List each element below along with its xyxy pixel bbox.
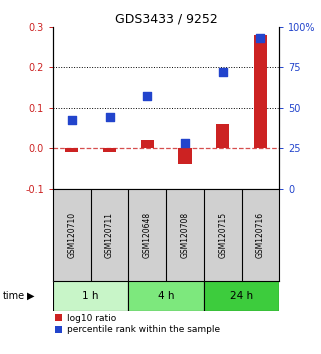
- Text: time: time: [3, 291, 25, 301]
- Bar: [141, 140, 154, 148]
- Text: GSM120711: GSM120711: [105, 212, 114, 258]
- Point: [145, 93, 150, 99]
- Text: GSM120710: GSM120710: [67, 212, 76, 258]
- Bar: [216, 124, 229, 148]
- Text: GSM120716: GSM120716: [256, 212, 265, 258]
- Bar: [65, 148, 78, 152]
- Text: GSM120708: GSM120708: [180, 212, 189, 258]
- Bar: [254, 35, 267, 148]
- Bar: [53, 281, 128, 311]
- Bar: [128, 281, 204, 311]
- Text: GSM120715: GSM120715: [218, 212, 227, 258]
- Text: 4 h: 4 h: [158, 291, 174, 301]
- Text: ▶: ▶: [27, 291, 35, 301]
- Legend: log10 ratio, percentile rank within the sample: log10 ratio, percentile rank within the …: [55, 314, 220, 335]
- Point: [107, 114, 112, 120]
- Text: 1 h: 1 h: [82, 291, 99, 301]
- Point: [258, 35, 263, 41]
- Bar: [204, 281, 279, 311]
- Point: [220, 69, 225, 75]
- Point: [69, 118, 74, 123]
- Bar: [103, 148, 116, 152]
- Text: 24 h: 24 h: [230, 291, 253, 301]
- Text: GSM120648: GSM120648: [143, 212, 152, 258]
- Title: GDS3433 / 9252: GDS3433 / 9252: [115, 12, 218, 25]
- Point: [182, 140, 187, 146]
- Bar: [178, 148, 192, 164]
